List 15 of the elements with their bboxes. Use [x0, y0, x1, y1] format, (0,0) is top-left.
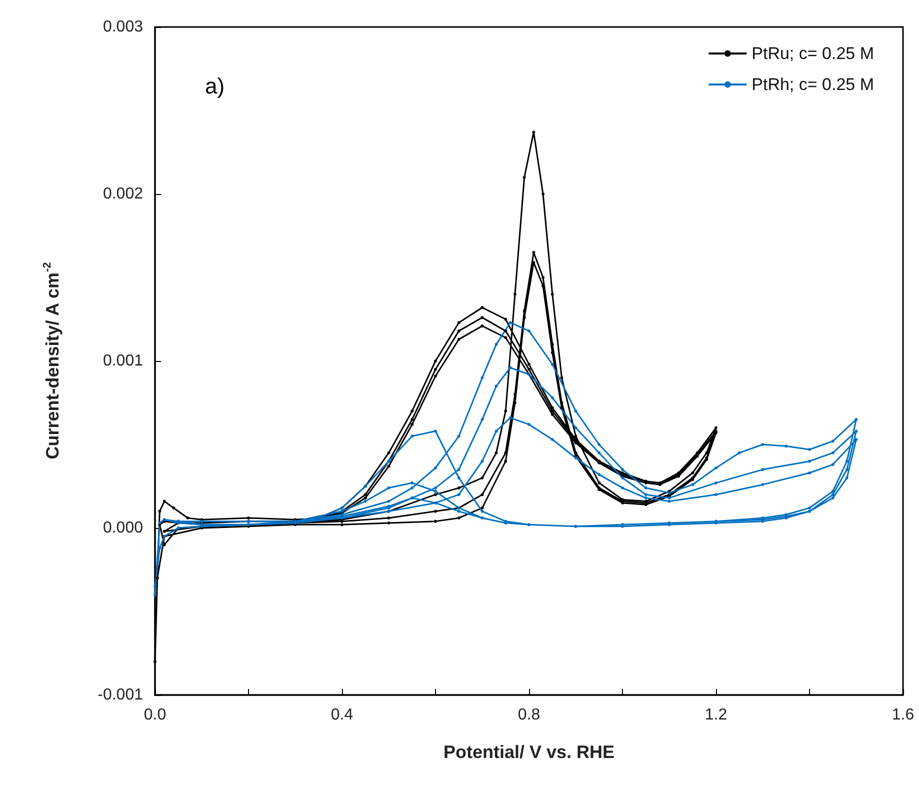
legend-label: PtRh; c= 0.25 M	[752, 75, 874, 94]
y-tick-label: 0.000	[102, 520, 144, 536]
y-tick-label: -0.001	[98, 686, 144, 704]
x-tick-label: 0.8	[518, 706, 540, 724]
x-tick-label: 1.2	[704, 706, 728, 724]
annotation: a)	[205, 74, 225, 98]
x-tick-label: 0.4	[330, 706, 354, 724]
legend-label: PtRu; c= 0.25 M	[752, 44, 874, 63]
y-tick-label: 0.001	[102, 352, 144, 370]
x-tick-label: 1.6	[892, 706, 914, 724]
x-axis-title: Potential/ V vs. RHE	[443, 742, 615, 762]
y-axis-title: Current-density/ A cm-2	[42, 262, 62, 460]
y-tick-label: 0.003	[102, 18, 144, 36]
x-tick-label: 0.0	[144, 706, 166, 724]
y-tick-label: 0.002	[102, 186, 144, 202]
